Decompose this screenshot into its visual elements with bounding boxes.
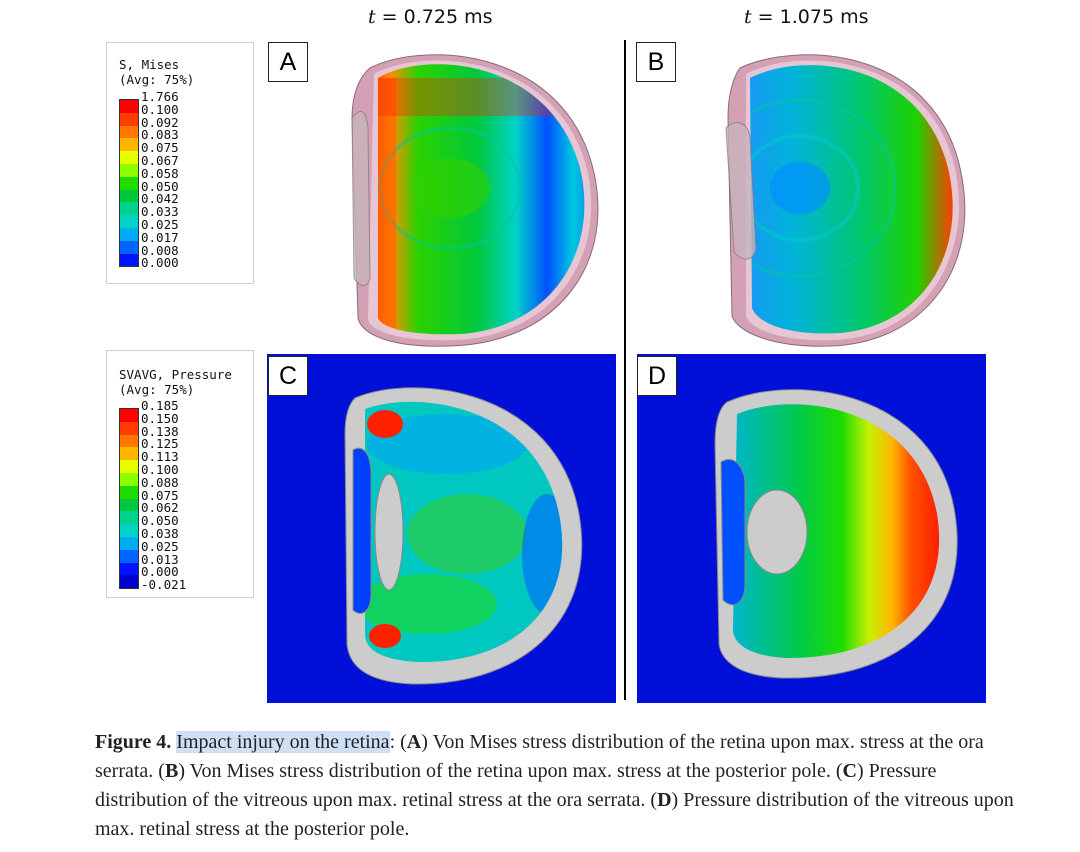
legend-swatch — [120, 215, 138, 228]
time-value: = 0.725 ms — [375, 6, 493, 28]
caption-colon: : — [389, 731, 396, 753]
caption-text-a: Von Mises stress distribution of the ret… — [95, 731, 984, 782]
legend-swatch — [120, 485, 138, 499]
legend-tick-label: 0.000 — [141, 255, 179, 271]
legend-swatch — [120, 498, 138, 512]
legend-tick-label: 0.067 — [141, 152, 179, 168]
time-value: = 1.075 ms — [751, 6, 869, 28]
legend-color-bar — [119, 408, 139, 590]
legend-swatch — [120, 176, 138, 190]
legend-swatch — [120, 125, 138, 139]
legend-pressure: SVAVG, Pressure (Avg: 75%) 0.185 0.150 0.1… — [106, 350, 254, 598]
panel-label-c: C — [268, 356, 308, 396]
legend-tick-label: 0.025 — [141, 216, 179, 232]
legend-swatch — [120, 460, 138, 473]
figure-number: Figure 4. — [95, 731, 172, 753]
time-label-right: t = 1.075 ms — [744, 6, 868, 28]
legend-tick-label: 0.062 — [141, 500, 179, 516]
legend-tick-label: 0.113 — [141, 449, 179, 465]
legend-tick-label: 0.058 — [141, 165, 179, 181]
legend-tick-label: 0.042 — [141, 191, 179, 207]
legend-title: S, Mises — [119, 57, 180, 72]
panel-label-a: A — [268, 42, 308, 82]
caption-letter-b: B — [164, 760, 179, 782]
legend-tick-label: 0.050 — [141, 513, 179, 529]
legend-tick-label: 0.000 — [141, 564, 179, 580]
legend-swatch — [120, 138, 138, 152]
legend-swatch — [120, 112, 138, 126]
legend-tick-label: 0.150 — [141, 410, 179, 426]
legend-tick-label: 0.138 — [141, 423, 179, 439]
legend-subtitle: (Avg: 75%) — [119, 72, 195, 87]
panel-a-retina-mises — [351, 54, 599, 347]
legend-tick-label: 0.075 — [141, 140, 179, 156]
caption-letter-d: D — [657, 789, 672, 811]
panel-d-vitreous-pressure — [637, 354, 986, 703]
panel-c-vitreous-pressure — [267, 354, 616, 703]
legend-swatch — [120, 575, 138, 589]
legend-swatch — [120, 100, 138, 113]
legend-tick-label: 0.092 — [141, 114, 179, 130]
caption-text-b: Von Mises stress distribution of the ret… — [189, 760, 831, 782]
legend-ticks: 1.766 0.100 0.092 0.083 0.075 0.067 0.058 0.050… — [141, 89, 179, 271]
legend-tick-label: 0.088 — [141, 474, 179, 490]
legend-subtitle: (Avg: 75%) — [119, 382, 195, 397]
panel-b-retina-mises — [725, 54, 966, 347]
legend-swatch — [120, 536, 138, 550]
panel-label-d: D — [637, 356, 677, 396]
panel-label-b: B — [636, 42, 676, 82]
legend-tick-label: 0.083 — [141, 127, 179, 143]
legend-ticks: 0.185 0.150 0.138 0.125 0.113 0.100 0.088 0.075… — [141, 398, 187, 593]
legend-swatch — [120, 421, 138, 435]
legend-swatch — [120, 434, 138, 448]
legend-swatch — [120, 511, 138, 525]
legend-swatch — [120, 189, 138, 203]
legend-swatch — [120, 202, 138, 216]
caption-text-d: Pressure distribution of the vitreous up… — [95, 789, 1014, 840]
legend-tick-label: 0.075 — [141, 487, 179, 503]
legend-tick-label: -0.021 — [141, 577, 187, 593]
time-variable: t — [368, 6, 376, 28]
caption-text-c: Pressure distribution of the vitreous up… — [95, 760, 937, 811]
legend-swatch — [120, 227, 138, 241]
time-variable: t — [744, 6, 752, 28]
legend-mises: S, Mises (Avg: 75%) 1.766 0.100 0.092 0.083… — [106, 42, 254, 284]
legend-swatch — [120, 151, 138, 164]
legend-title: SVAVG, Pressure — [119, 367, 232, 382]
legend-tick-label: 0.033 — [141, 204, 179, 220]
legend-tick-label: 0.013 — [141, 551, 179, 567]
legend-swatch — [120, 253, 138, 267]
legend-tick-label: 0.100 — [141, 101, 179, 117]
legend-swatch — [120, 562, 138, 576]
figure-title: Impact injury on the retina — [176, 731, 390, 753]
legend-tick-label: 0.008 — [141, 242, 179, 258]
figure-caption: Figure 4. Impact injury on the retina: (… — [95, 731, 1014, 840]
legend-swatch — [120, 472, 138, 486]
legend-swatch — [120, 163, 138, 177]
legend-tick-label: 0.125 — [141, 436, 179, 452]
legend-swatch — [120, 447, 138, 461]
time-label-left: t = 0.725 ms — [368, 6, 492, 28]
legend-tick-label: 0.100 — [141, 461, 179, 477]
legend-tick-label: 0.185 — [141, 398, 179, 413]
caption-letter-a: A — [406, 731, 422, 753]
legend-tick-label: 0.025 — [141, 538, 179, 554]
legend-swatch — [120, 549, 138, 563]
legend-swatch — [120, 409, 138, 422]
legend-swatch — [120, 524, 138, 537]
caption-letter-c: C — [842, 760, 857, 782]
legend-tick-label: 0.017 — [141, 229, 179, 245]
legend-tick-label: 0.038 — [141, 525, 179, 541]
legend-tick-label: 0.050 — [141, 178, 179, 194]
panel-divider — [624, 40, 626, 700]
legend-swatch — [120, 240, 138, 254]
legend-color-bar — [119, 99, 139, 268]
legend-tick-label: 1.766 — [141, 89, 179, 104]
